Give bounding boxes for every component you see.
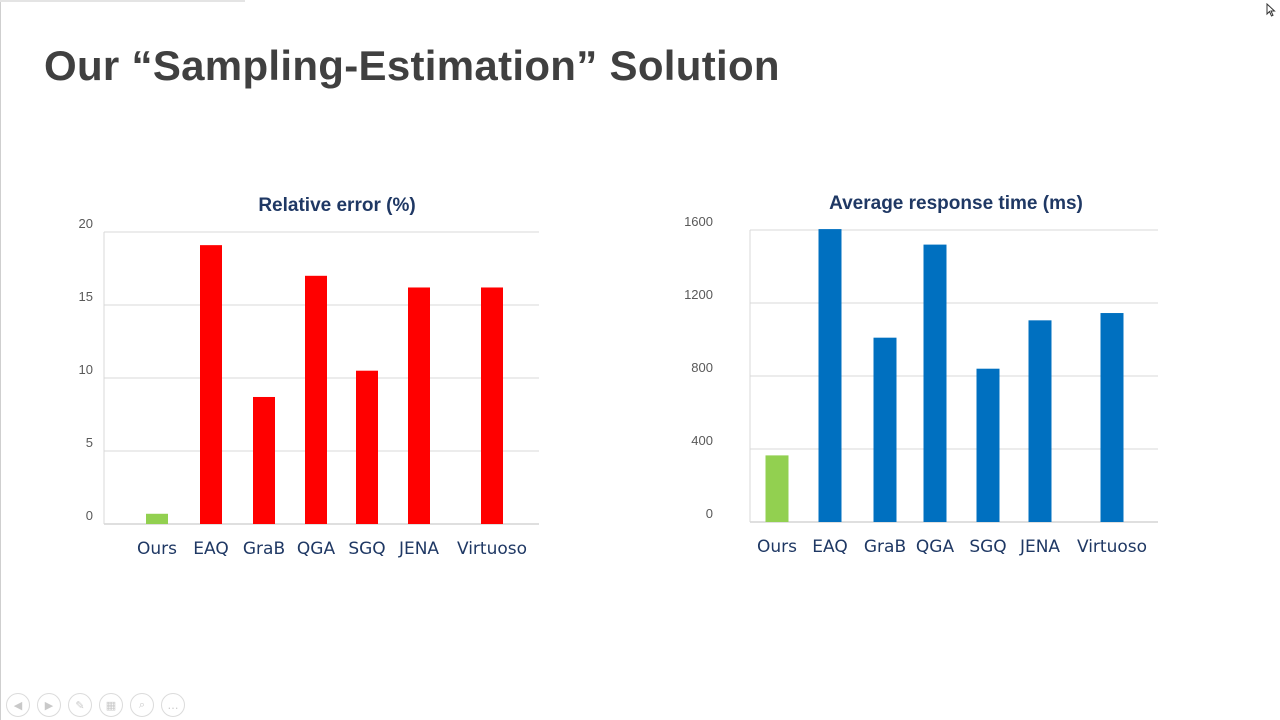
chart2-category-label: SGQ xyxy=(969,537,1006,557)
chart2-bar-qga xyxy=(923,244,947,522)
chart1-y-tick-label: 10 xyxy=(79,362,93,377)
chart1-bar-ours xyxy=(146,513,168,524)
chart1-category-label: JENA xyxy=(398,539,439,559)
chart1-y-tick-label: 15 xyxy=(79,289,93,304)
chart2-y-tick-label: 800 xyxy=(691,360,713,375)
previous-icon[interactable]: ◀ xyxy=(6,693,30,717)
chart1-bar-sgq xyxy=(356,370,378,524)
chart2-y-tick-label: 0 xyxy=(706,506,713,521)
presentation-controls: ◀ ▶ ✎ ▦ ⌕ … xyxy=(6,693,185,717)
chart2-y-tick-label: 1600 xyxy=(684,214,713,229)
chart1-category-label: Virtuoso xyxy=(457,539,527,559)
chart1-bar-grab xyxy=(253,396,275,524)
top-strip xyxy=(0,0,245,2)
chart2-y-tick-label: 400 xyxy=(691,433,713,448)
chart1-title: Relative error (%) xyxy=(258,195,415,216)
chart1-category-label: EAQ xyxy=(193,539,228,559)
chart2-title: Average response time (ms) xyxy=(829,193,1083,214)
slide-title: Our “Sampling-Estimation” Solution xyxy=(44,42,780,89)
chart2-y-tick-label: 1200 xyxy=(684,287,713,302)
slides-grid-icon[interactable]: ▦ xyxy=(99,693,123,717)
chart1-bar-qga xyxy=(305,275,327,524)
slide-border xyxy=(0,0,1,720)
pen-icon[interactable]: ✎ xyxy=(68,693,92,717)
chart1-bar-jena xyxy=(408,287,430,524)
chart1-category-label: QGA xyxy=(297,539,336,559)
chart2-bar-grab xyxy=(873,337,897,522)
chart2-category-label: Virtuoso xyxy=(1077,537,1147,557)
chart2-bar-eaq xyxy=(818,229,842,522)
chart2-bar-jena xyxy=(1028,320,1052,522)
chart2-category-label: GraB xyxy=(864,537,906,557)
chart2-category-label: EAQ xyxy=(812,537,847,557)
mouse-cursor-icon xyxy=(1266,3,1276,17)
zoom-icon[interactable]: ⌕ xyxy=(130,693,154,717)
chart1-category-label: GraB xyxy=(243,539,285,559)
chart2-category-label: Ours xyxy=(757,537,797,557)
chart1-y-tick-label: 5 xyxy=(86,435,93,450)
chart2-category-label: JENA xyxy=(1019,537,1060,557)
chart1-category-label: Ours xyxy=(137,539,177,559)
chart1-y-tick-label: 0 xyxy=(86,508,93,523)
next-icon[interactable]: ▶ xyxy=(37,693,61,717)
more-icon[interactable]: … xyxy=(161,693,185,717)
chart2-bar-sgq xyxy=(976,368,1000,522)
chart2-bar-ours xyxy=(765,455,789,522)
chart2-bar-virtuoso xyxy=(1100,313,1124,522)
chart1-category-label: SGQ xyxy=(348,539,385,559)
chart1-bar-virtuoso xyxy=(481,287,503,524)
chart1-y-tick-label: 20 xyxy=(79,216,93,231)
chart2-category-label: QGA xyxy=(916,537,955,557)
chart1-bar-eaq xyxy=(200,245,222,524)
